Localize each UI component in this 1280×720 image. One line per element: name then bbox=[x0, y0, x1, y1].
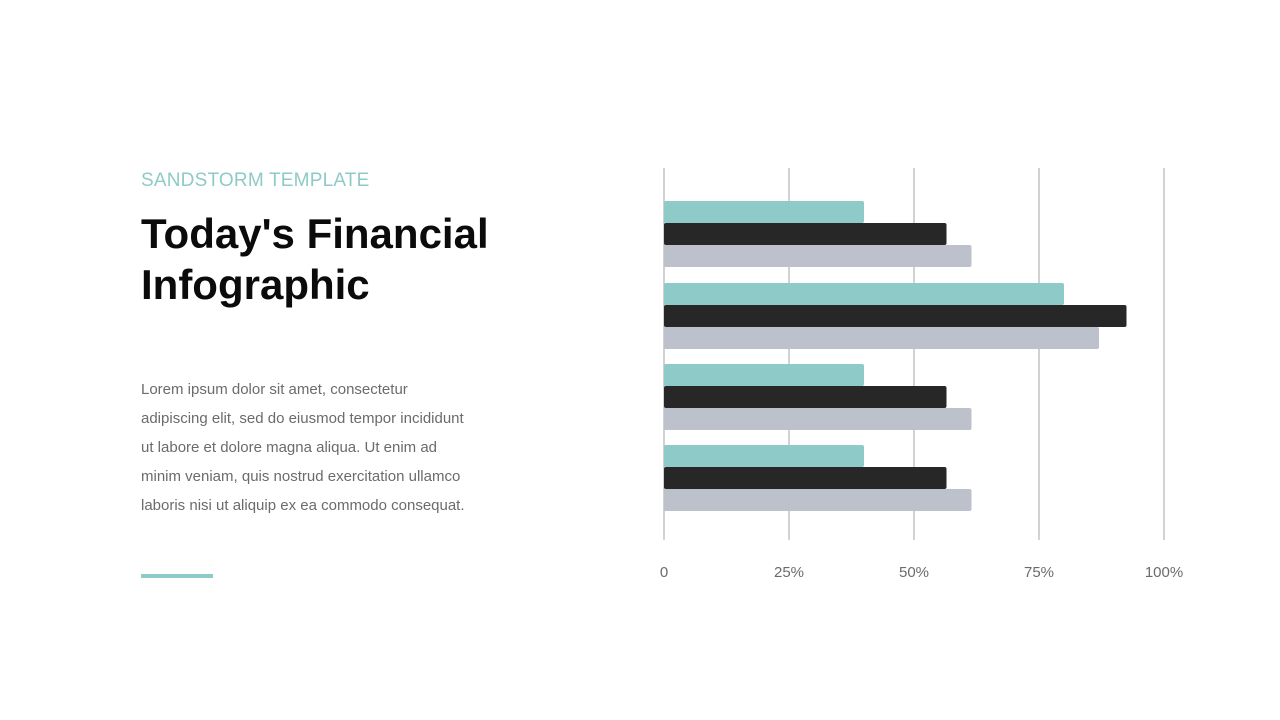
x-tick-label-3: 75% bbox=[1024, 564, 1054, 581]
bar-group-4-series-2 bbox=[664, 467, 947, 489]
x-tick-label-4: 100% bbox=[1145, 564, 1183, 581]
bar-chart: 0 25% 50% 75% 100% bbox=[600, 150, 1240, 605]
bar-group-3-series-2 bbox=[664, 386, 947, 408]
x-tick-label-2: 50% bbox=[899, 564, 929, 581]
bar-group-1-series-3 bbox=[664, 245, 972, 267]
bar-group-2-series-3 bbox=[664, 327, 1099, 349]
bar-group-3-series-1 bbox=[664, 364, 864, 386]
slide-title: Today's Financial Infographic bbox=[141, 210, 489, 308]
bar-group-1-series-2 bbox=[664, 223, 947, 245]
bar-group-3-series-3 bbox=[664, 408, 972, 430]
x-tick-label-1: 25% bbox=[774, 564, 804, 581]
bar-chart-svg: 0 25% 50% 75% 100% bbox=[660, 168, 1183, 581]
body-paragraph: Lorem ipsum dolor sit amet, consectetur … bbox=[141, 381, 465, 514]
bar-group-2-series-1 bbox=[664, 283, 1064, 305]
bar-group-4-series-1 bbox=[664, 445, 864, 467]
x-tick-labels: 0 25% 50% 75% 100% bbox=[660, 564, 1183, 581]
accent-underline bbox=[141, 574, 213, 578]
eyebrow-label: SANDSTORM TEMPLATE bbox=[141, 170, 370, 191]
bar-group-2-series-2 bbox=[664, 305, 1127, 327]
x-tick-label-0: 0 bbox=[660, 564, 668, 581]
bars bbox=[664, 201, 1127, 511]
bar-group-4-series-3 bbox=[664, 489, 972, 511]
bar-group-1-series-1 bbox=[664, 201, 864, 223]
